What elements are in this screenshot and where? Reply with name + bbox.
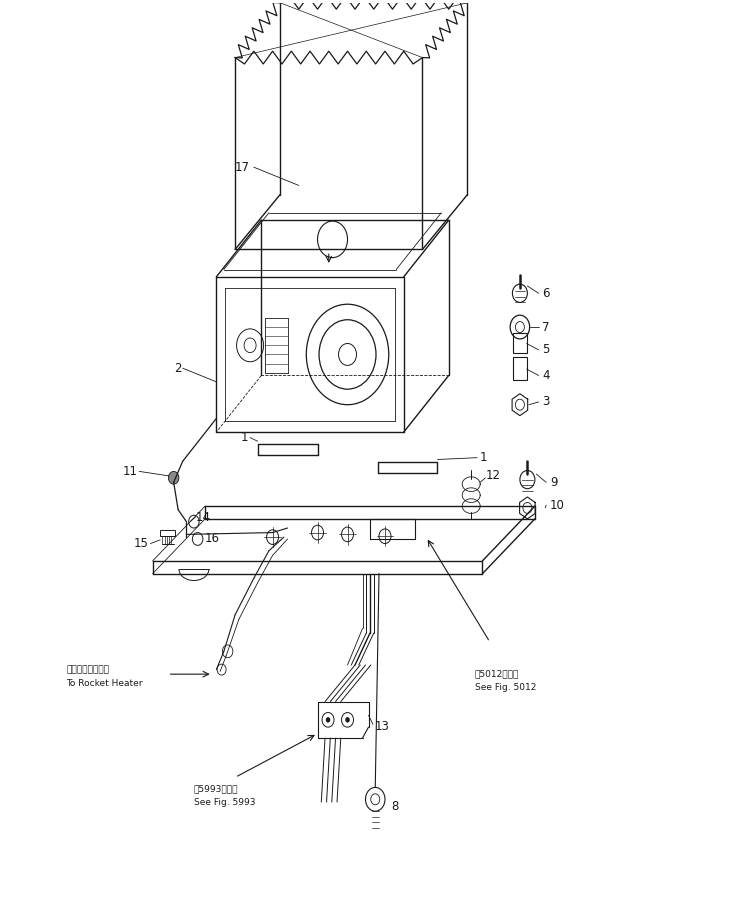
Text: 8: 8: [391, 800, 399, 813]
Text: 11: 11: [122, 465, 137, 478]
Circle shape: [345, 717, 350, 722]
Text: 10: 10: [550, 499, 565, 512]
Text: 12: 12: [486, 470, 501, 482]
Text: 1: 1: [241, 431, 248, 444]
Text: 7: 7: [542, 321, 550, 334]
Circle shape: [168, 471, 179, 484]
Text: 17: 17: [235, 161, 250, 174]
Text: To Rocket Heater: To Rocket Heater: [66, 679, 143, 687]
Text: 6: 6: [542, 287, 550, 300]
Text: 5: 5: [542, 344, 550, 357]
Text: ロケットヒータへ: ロケットヒータへ: [66, 665, 109, 675]
Circle shape: [326, 717, 330, 722]
Text: See Fig. 5993: See Fig. 5993: [194, 798, 255, 807]
Text: 15: 15: [134, 537, 149, 550]
Text: 1: 1: [479, 451, 487, 464]
Text: See Fig. 5012: See Fig. 5012: [475, 684, 536, 692]
Text: 第5012図参照: 第5012図参照: [475, 670, 519, 678]
Text: 16: 16: [205, 532, 220, 546]
Text: 4: 4: [542, 369, 550, 382]
Text: 2: 2: [174, 362, 181, 375]
Text: 13: 13: [374, 720, 390, 732]
Text: 9: 9: [550, 476, 557, 489]
Text: 3: 3: [542, 395, 550, 408]
Text: 第5993図参照: 第5993図参照: [194, 784, 239, 793]
Text: 14: 14: [196, 511, 211, 524]
